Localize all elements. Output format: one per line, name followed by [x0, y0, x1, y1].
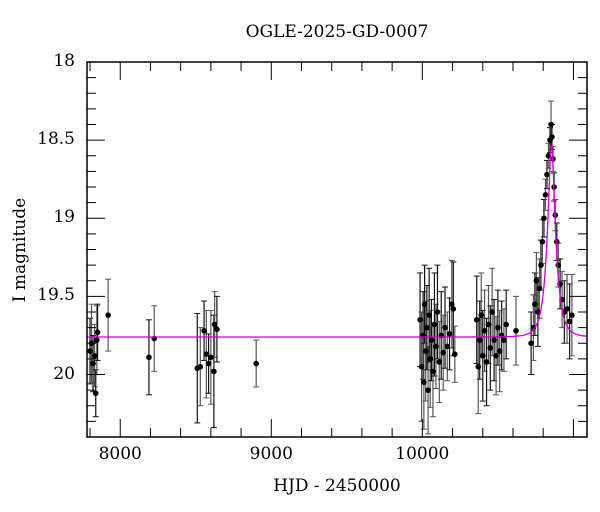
model-curve [87, 145, 588, 338]
x-tick-label: 10000 [395, 444, 450, 464]
y-tick-label: 19 [53, 207, 75, 228]
x-tick-label: 8000 [98, 444, 142, 464]
chart-title: OGLE-2025-GD-0007 [245, 22, 429, 42]
x-axis-label: HJD - 2450000 [273, 476, 401, 496]
y-tick-label: 18.5 [37, 129, 75, 150]
plot-frame [86, 61, 588, 438]
axis-ticks [87, 61, 587, 438]
x-tick-label: 9000 [249, 444, 293, 464]
error-bars [87, 100, 575, 435]
y-tick-label: 20 [53, 363, 75, 384]
y-tick-label: 18 [53, 51, 75, 71]
y-tick-label: 19.5 [37, 285, 75, 306]
